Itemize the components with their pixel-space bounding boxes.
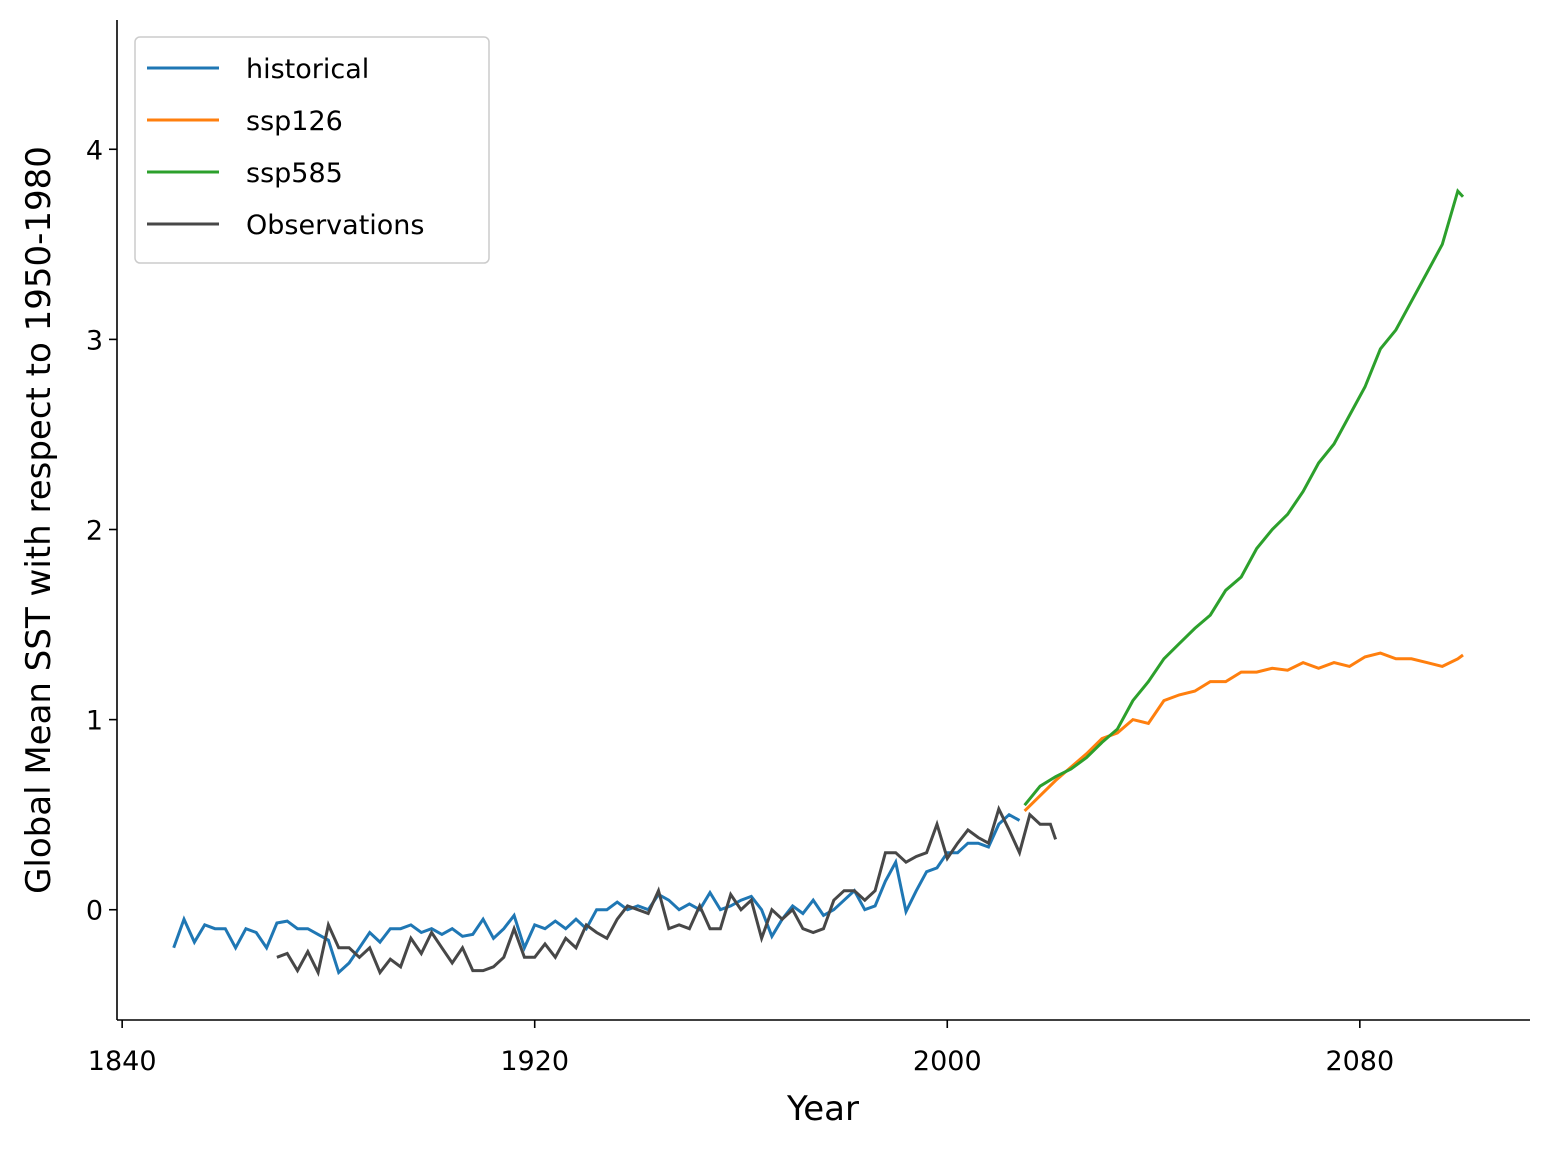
x-tick-label: 2080 [1325,1046,1394,1077]
y-tick-label: 4 [86,135,103,166]
x-axis-label: Year [786,1089,859,1129]
legend-label: Observations [246,210,424,241]
legend-box [134,36,490,264]
series-line [276,804,1058,978]
series-line [1023,188,1465,807]
y-tick-label: 1 [86,706,103,737]
series-line [1023,651,1464,812]
x-tick-label: 1920 [500,1046,569,1077]
legend-label: ssp126 [246,106,343,137]
y-tick-label: 2 [86,516,103,547]
y-axis-label: Global Mean SST with respect to 1950-198… [19,146,59,894]
y-tick-label: 3 [86,325,103,356]
legend: historical ssp126 ssp585 Observations [134,36,490,264]
x-tick-label: 1840 [88,1046,157,1077]
series-line [172,812,1021,976]
legend-label: historical [246,54,369,85]
x-tick-label: 2000 [913,1046,982,1077]
y-tick-label: 0 [86,896,103,927]
legend-label: ssp585 [246,158,343,189]
